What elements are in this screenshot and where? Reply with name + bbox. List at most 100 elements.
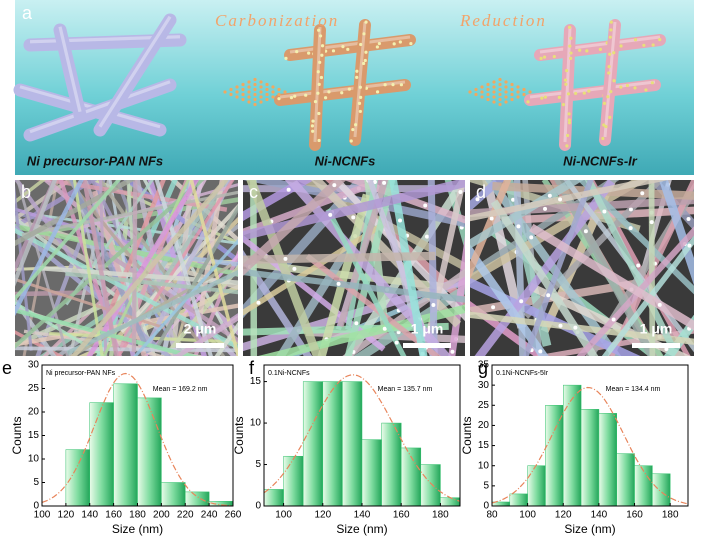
particle — [686, 217, 691, 222]
particle — [543, 95, 547, 99]
arrow-dot — [271, 85, 275, 89]
arrow-dot — [265, 87, 269, 92]
particle — [608, 115, 612, 119]
particle — [604, 125, 608, 129]
arrow-dot — [504, 95, 508, 99]
fiber — [65, 271, 238, 295]
y-tick-label: 20 — [28, 407, 40, 418]
particle — [320, 53, 324, 57]
fiber — [15, 308, 200, 356]
arrow-dot — [492, 95, 496, 99]
arrow-dot — [516, 90, 520, 94]
particle — [561, 103, 566, 107]
x-tick-label: 120 — [58, 510, 75, 521]
micrographs: b 2 μm c 1 μm d 1 μm — [15, 180, 694, 356]
arrow-dot — [265, 92, 269, 97]
particle — [565, 68, 569, 73]
arrow-dot — [241, 87, 245, 92]
arrow-dot — [498, 87, 502, 92]
particle — [409, 41, 413, 46]
x-tick-label: 100 — [519, 510, 536, 521]
plot-frame — [491, 364, 689, 507]
fiber — [15, 180, 58, 287]
particle — [612, 79, 616, 83]
fiber — [15, 301, 107, 356]
arrow-dot — [498, 77, 502, 82]
particle — [392, 42, 396, 46]
fiber — [309, 24, 326, 151]
particle — [664, 347, 669, 352]
particle — [323, 96, 328, 100]
arrow-dot — [498, 82, 502, 87]
fiber — [15, 180, 47, 205]
gaussian-fit — [41, 372, 234, 507]
particle — [423, 203, 428, 208]
particle — [364, 20, 368, 24]
panel-label: a — [22, 3, 33, 23]
x-tick-label: 260 — [225, 510, 242, 521]
bar — [381, 422, 402, 507]
arrow-dot — [486, 82, 490, 87]
fiber — [133, 238, 238, 356]
particle — [657, 302, 662, 307]
arrow-dot — [522, 92, 526, 97]
particle — [612, 51, 616, 55]
bar — [263, 489, 284, 507]
x-axis-label: Size (nm) — [112, 522, 163, 536]
panel-label: g — [478, 358, 488, 378]
particle — [375, 45, 379, 49]
bar — [545, 405, 564, 507]
chart-title: 0.1Ni-NCNFs — [268, 370, 310, 377]
arrow-dot — [498, 97, 502, 102]
arrow-dot — [271, 90, 275, 94]
scale-bar-label: 2 μm — [184, 321, 217, 337]
particle — [318, 60, 322, 64]
arrow-dot — [229, 92, 233, 97]
particle — [552, 55, 556, 59]
particle — [317, 138, 321, 143]
particle — [346, 47, 350, 51]
fiber — [559, 24, 576, 151]
particle — [557, 95, 561, 99]
fiber — [102, 180, 190, 356]
particle — [658, 38, 662, 42]
x-tick-label: 200 — [153, 510, 170, 521]
y-tick-label: 0 — [483, 501, 489, 512]
particle — [558, 323, 563, 328]
arrow-dot — [265, 82, 269, 87]
arrow-dot — [516, 85, 520, 89]
bar — [420, 464, 441, 507]
particle — [489, 216, 494, 221]
particle — [311, 129, 315, 133]
y-tick-label: 10 — [28, 454, 40, 465]
bar — [361, 439, 382, 507]
particle — [539, 56, 543, 60]
particle — [277, 97, 281, 101]
arrow-dot — [522, 87, 526, 92]
fiber — [162, 264, 238, 356]
particle — [316, 91, 320, 95]
particle — [598, 47, 603, 51]
particle — [327, 90, 331, 94]
fiber — [36, 265, 238, 286]
particle — [351, 215, 356, 220]
fiber — [15, 180, 73, 222]
particle — [633, 86, 637, 90]
arrow-dot — [492, 100, 496, 104]
particle — [310, 124, 315, 128]
arrow-dot — [486, 87, 490, 92]
scale-bar — [403, 343, 451, 348]
particle — [563, 78, 568, 82]
particle — [311, 119, 315, 123]
arrow-dot — [271, 95, 275, 99]
y-tick-label: 15 — [478, 440, 490, 451]
particle — [542, 55, 547, 59]
particle — [491, 305, 496, 310]
fiber-highlight — [29, 80, 171, 134]
y-tick-label: 25 — [28, 383, 40, 394]
particle — [564, 82, 568, 86]
arrow-dot — [223, 90, 227, 94]
bar — [527, 465, 546, 507]
particle — [391, 83, 395, 87]
particle — [602, 209, 607, 214]
